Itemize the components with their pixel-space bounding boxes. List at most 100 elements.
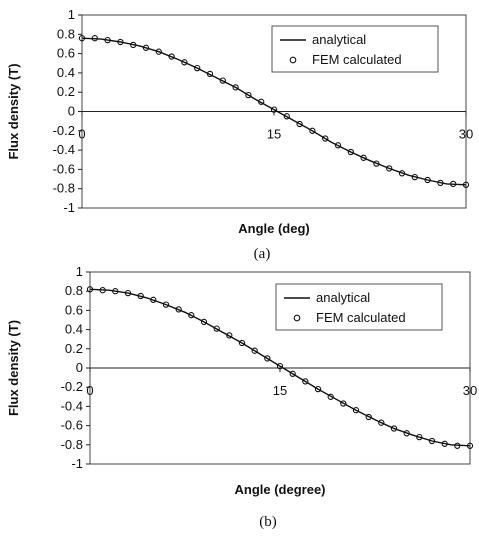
legend-label: FEM calculated: [316, 310, 406, 325]
data-point-fem: [378, 419, 385, 426]
data-point-fem: [270, 106, 278, 113]
chart-panel-a: 10.80.60.40.20-0.2-0.4-0.6-0.8-10 15 30Flu…: [6, 7, 473, 262]
data-point-fem: [386, 165, 393, 172]
y-tick-label: -0.8: [61, 437, 83, 452]
data-point-fem: [150, 296, 157, 303]
y-tick-label: -1: [71, 456, 83, 471]
data-point-fem: [245, 91, 252, 99]
y-tick-label: 0.2: [65, 341, 83, 356]
data-point-fem: [411, 173, 418, 181]
x-tick-label: 0: [86, 383, 93, 398]
data-point-fem: [181, 59, 188, 66]
data-point-fem: [142, 44, 150, 51]
y-tick-label: 1: [76, 264, 83, 279]
legend-marker-swatch: [293, 314, 301, 322]
legend: analytical FEM calculated: [271, 25, 439, 73]
data-point-fem: [322, 135, 329, 142]
legend-label: FEM calculated: [312, 52, 402, 67]
data-point-fem: [99, 287, 106, 294]
data-point-fem: [340, 400, 347, 407]
data-point-fem: [437, 179, 444, 187]
data-point-fem: [360, 154, 367, 161]
data-point-fem: [130, 41, 137, 49]
data-point-fem: [302, 378, 309, 385]
x-tick-label: 30: [459, 127, 473, 142]
data-point-fem: [137, 292, 144, 300]
data-point-fem: [86, 286, 94, 293]
legend-label: analytical: [316, 290, 370, 305]
data-point-fem: [428, 437, 436, 445]
data-point-fem: [188, 312, 195, 319]
data-point-fem: [398, 170, 406, 177]
x-axis-label: Angle (degree): [234, 482, 325, 497]
panel-caption: (b): [259, 514, 277, 530]
data-point-fem: [232, 84, 239, 91]
data-point-fem: [450, 180, 457, 188]
y-tick-label: -0.2: [61, 379, 83, 394]
y-tick-label: 0.8: [57, 26, 75, 41]
data-point-fem: [219, 77, 226, 84]
data-point-fem: [454, 442, 461, 449]
data-point-fem: [416, 433, 423, 441]
data-point-fem: [104, 36, 111, 44]
data-point-fem: [162, 301, 170, 308]
y-tick-label: -0.2: [53, 123, 75, 138]
data-point-fem: [462, 181, 470, 188]
x-tick-label: 15: [267, 127, 281, 142]
y-tick-label: 0.4: [57, 65, 75, 80]
data-point-fem: [226, 332, 233, 339]
legend: analytical FEM calculated: [275, 283, 443, 331]
data-point-fem: [168, 53, 175, 60]
data-point-fem: [213, 325, 220, 332]
legend-box: [271, 25, 439, 73]
data-point-fem: [200, 318, 208, 326]
data-point-fem: [352, 407, 360, 414]
data-point-fem: [441, 440, 448, 447]
y-tick-label: 1: [68, 7, 75, 22]
data-point-fem: [309, 127, 316, 134]
series-line-analytical: [81, 37, 467, 186]
data-point-fem: [424, 176, 431, 184]
data-point-fem: [124, 289, 132, 297]
y-tick-label: 0.4: [65, 322, 83, 337]
y-tick-label: 0.2: [57, 84, 75, 99]
chart-panel-b: 10.80.60.40.20-0.2-0.4-0.6-0.8-10 15 30Flu…: [6, 264, 477, 530]
y-tick-label: -0.6: [61, 418, 83, 433]
y-tick-label: 0.8: [65, 283, 83, 298]
x-axis-label: Angle (deg): [238, 221, 310, 236]
data-point-fem: [258, 98, 265, 105]
data-point-fem: [289, 370, 296, 377]
y-tick-label: -0.8: [53, 181, 75, 196]
data-point-fem: [91, 35, 98, 42]
series-line-analytical: [89, 288, 471, 447]
data-point-fem: [296, 120, 303, 128]
data-point-fem: [403, 430, 410, 437]
data-point-fem: [264, 355, 271, 362]
y-tick-label: -0.4: [53, 142, 75, 157]
x-tick-label: 30: [463, 383, 477, 398]
data-point-fem: [334, 142, 342, 149]
data-point-fem: [78, 35, 86, 42]
legend-box: [275, 283, 443, 331]
y-axis-label: Flux density (T): [6, 63, 21, 159]
data-point-fem: [206, 70, 214, 78]
data-point-fem: [365, 413, 372, 421]
data-point-fem: [466, 442, 474, 449]
data-point-fem: [117, 38, 124, 46]
y-axis-label: Flux density (T): [6, 320, 21, 416]
data-point-fem: [194, 64, 201, 72]
y-tick-label: -0.6: [53, 161, 75, 176]
data-point-fem: [283, 113, 290, 120]
data-point-fem: [155, 48, 162, 55]
y-tick-label: 0.6: [65, 302, 83, 317]
data-point-fem: [373, 160, 380, 167]
legend-label: analytical: [312, 32, 366, 47]
y-tick-label: -0.4: [61, 398, 83, 413]
legend-marker-swatch: [289, 56, 297, 64]
data-point-fem: [327, 393, 334, 400]
y-tick-label: 0: [76, 360, 83, 375]
data-point-fem: [314, 385, 322, 393]
data-point-fem: [276, 362, 284, 370]
y-tick-label: -1: [63, 200, 75, 215]
